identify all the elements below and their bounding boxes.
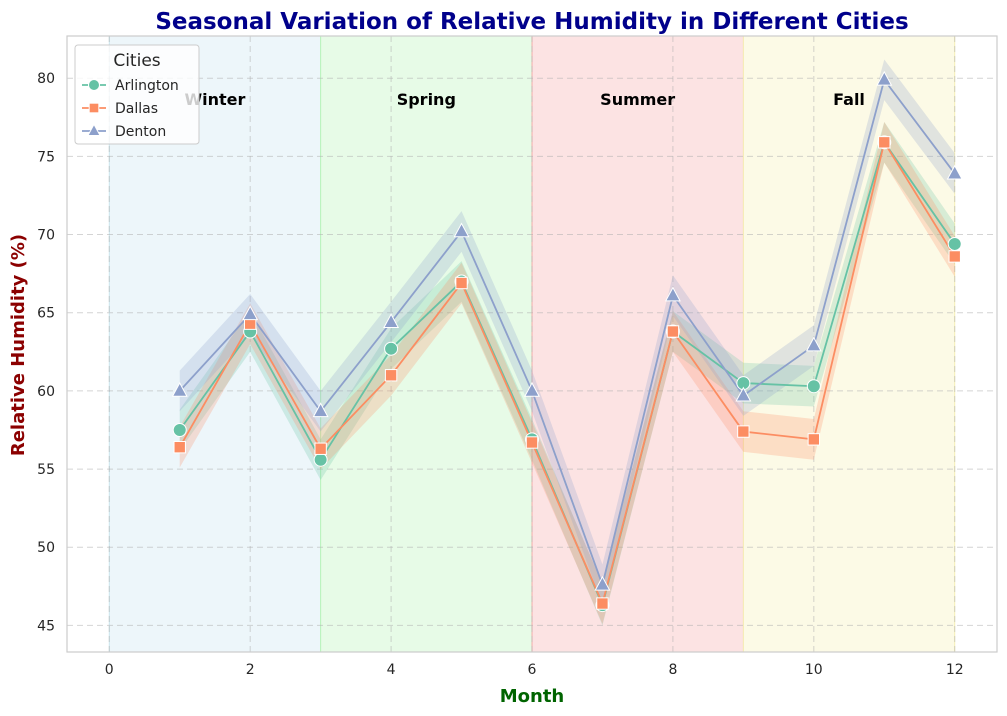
point-arlington-12 (947, 236, 962, 251)
point-dallas-10 (807, 433, 821, 446)
axis-ticks: 0 2 4 6 8 10 12 45 50 55 60 65 70 75 80 (37, 71, 963, 678)
season-band-fall (743, 36, 955, 652)
legend-items: Arlington Dallas Denton (82, 78, 179, 140)
legend-marker-dallas (88, 102, 100, 114)
x-tick-label-8: 8 (668, 662, 677, 678)
x-tick-label-6: 6 (528, 662, 537, 678)
legend-item-denton: Denton (82, 123, 166, 140)
legend-marker-arlington (88, 79, 100, 91)
y-tick-label-55: 55 (37, 462, 55, 478)
x-tick-label-12: 12 (946, 662, 964, 678)
grid-lines (67, 36, 997, 652)
x-tick-label-2: 2 (246, 662, 255, 678)
point-denton-6 (524, 381, 540, 397)
season-bands (108, 36, 956, 652)
point-dallas-11 (878, 136, 891, 149)
legend-label-dallas: Dallas (115, 101, 158, 117)
line-dallas (178, 141, 956, 605)
point-denton-3 (312, 402, 329, 418)
y-tick-label-75: 75 (37, 149, 55, 165)
y-tick-label-80: 80 (37, 71, 55, 87)
y-tick-label-70: 70 (37, 228, 55, 244)
point-dallas-8 (666, 325, 680, 338)
y-tick-label-50: 50 (37, 540, 55, 556)
point-denton-12 (946, 164, 963, 180)
season-labels: Winter Spring Summer Fall (184, 90, 864, 109)
legend: Cities Arlington Dallas Denton (74, 44, 200, 145)
point-dallas-1 (173, 441, 186, 454)
point-denton-10 (805, 336, 822, 352)
season-band-summer (532, 36, 744, 652)
point-dallas-12 (948, 250, 961, 263)
point-denton-2 (242, 305, 259, 321)
season-band-spring (320, 36, 532, 652)
point-dallas-9 (737, 425, 750, 438)
season-label-fall: Fall (833, 90, 865, 109)
season-label-winter: Winter (184, 90, 245, 109)
chart-title: Seasonal Variation of Relative Humidity … (155, 9, 908, 35)
line-denton (179, 78, 956, 586)
season-label-summer: Summer (600, 90, 675, 109)
x-tick-label-10: 10 (805, 662, 823, 678)
y-tick-label-60: 60 (37, 384, 55, 400)
x-axis-title: Month (500, 686, 565, 707)
y-tick-label-45: 45 (37, 618, 55, 634)
point-denton-9 (735, 386, 752, 402)
legend-label-arlington: Arlington (115, 78, 179, 94)
point-arlington-10 (806, 379, 821, 394)
point-denton-11 (876, 70, 893, 86)
point-dallas-7 (596, 597, 609, 610)
legend-label-denton: Denton (115, 124, 166, 140)
series-lines (178, 78, 956, 606)
point-arlington-3 (313, 452, 328, 467)
point-denton-1 (171, 381, 188, 397)
plot-frame (66, 35, 998, 653)
point-dallas-3 (314, 442, 327, 455)
point-denton-5 (453, 222, 470, 238)
point-denton-4 (383, 313, 400, 328)
season-label-spring: Spring (397, 90, 456, 109)
band-denton (179, 59, 955, 606)
point-dallas-5 (455, 276, 468, 290)
series-markers (171, 70, 963, 613)
point-arlington-4 (384, 341, 399, 356)
legend-title: Cities (113, 51, 160, 71)
legend-item-dallas: Dallas (82, 101, 158, 117)
y-tick-label-65: 65 (37, 306, 55, 322)
x-tick-label-4: 4 (387, 662, 396, 678)
point-denton-8 (664, 286, 681, 302)
y-axis-title: Relative Humidity (%) (8, 234, 29, 456)
point-dallas-4 (384, 369, 398, 382)
legend-marker-denton (87, 123, 101, 137)
point-denton-7 (594, 575, 611, 591)
x-tick-label-0: 0 (105, 662, 114, 678)
point-dallas-6 (525, 436, 539, 449)
point-arlington-1 (172, 422, 187, 437)
legend-item-arlington: Arlington (82, 78, 179, 94)
legend-box (74, 44, 200, 145)
